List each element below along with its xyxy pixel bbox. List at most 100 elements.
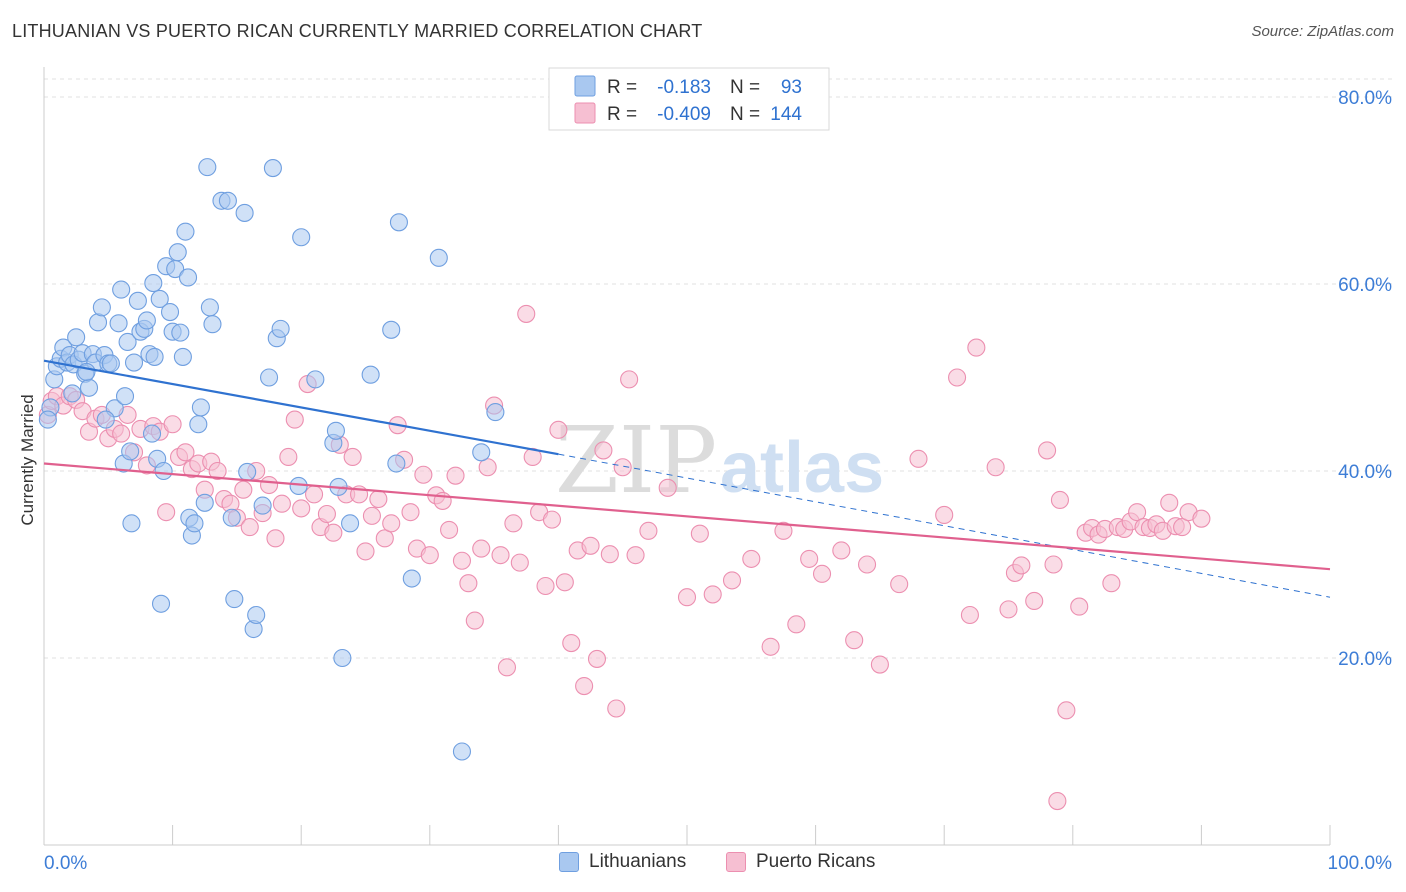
data-point: [465, 611, 484, 630]
data-point: [1128, 503, 1147, 522]
legend-r-value-1: -0.183: [657, 77, 711, 98]
data-point: [198, 158, 217, 177]
data-point: [1057, 701, 1076, 720]
legend-r-label-2: R =: [607, 104, 637, 125]
data-point: [639, 521, 658, 540]
data-point: [504, 514, 523, 533]
trend-line-extension: [558, 453, 1331, 598]
data-point: [92, 298, 111, 317]
data-point: [626, 546, 645, 565]
data-point: [115, 387, 135, 406]
data-point: [517, 304, 536, 323]
data-point: [440, 520, 459, 539]
data-point: [292, 228, 311, 247]
data-point: [163, 415, 182, 434]
data-point: [1025, 591, 1044, 611]
data-point: [343, 447, 362, 467]
data-point: [124, 353, 144, 372]
data-point: [549, 420, 568, 439]
data-point: [389, 213, 408, 232]
trend-lines: [43, 359, 1331, 598]
data-point: [857, 555, 877, 574]
data-point: [203, 315, 222, 334]
series-puerto-ricans: [38, 304, 1211, 811]
data-point: [870, 655, 889, 674]
legend-label-puerto-ricans: Puerto Ricans: [756, 851, 876, 872]
y-tick-label: 60.0%: [1338, 275, 1392, 296]
data-point: [96, 410, 115, 429]
data-point: [761, 637, 780, 656]
data-point: [542, 510, 562, 529]
data-point: [742, 549, 761, 568]
data-point: [356, 542, 375, 561]
data-point: [361, 365, 380, 384]
data-point: [562, 633, 581, 653]
data-point: [279, 447, 298, 467]
data-point: [935, 505, 954, 524]
data-point: [317, 504, 336, 524]
legend-swatch-lithuanians: [574, 75, 596, 97]
data-point: [362, 506, 381, 525]
data-point: [195, 493, 214, 512]
data-point: [168, 243, 187, 262]
data-point: [459, 574, 478, 593]
legend-item-lithuanians[interactable]: Lithuanians: [559, 851, 686, 873]
y-axis-label: Currently Married: [18, 394, 37, 525]
data-point: [414, 465, 433, 484]
data-point: [200, 298, 219, 317]
data-point: [38, 410, 57, 429]
data-point: [967, 338, 986, 357]
data-point: [222, 508, 241, 527]
data-point: [185, 514, 204, 533]
data-point: [160, 302, 180, 322]
data-point: [536, 576, 555, 596]
data-point: [176, 443, 195, 462]
data-point: [154, 461, 173, 481]
data-point: [333, 648, 352, 668]
data-point: [305, 485, 324, 504]
data-point: [948, 368, 967, 387]
data-point: [178, 268, 198, 287]
data-point: [157, 503, 176, 522]
data-point: [324, 523, 343, 542]
data-point: [79, 378, 99, 397]
watermark-zip: ZIP: [555, 407, 717, 514]
data-point: [478, 458, 497, 477]
trend-line: [43, 462, 1331, 571]
data-point: [774, 521, 793, 540]
data-point: [587, 649, 607, 668]
data-point: [240, 518, 259, 537]
data-point: [382, 514, 401, 533]
data-point: [510, 553, 529, 572]
data-point: [845, 631, 864, 650]
data-point: [369, 489, 388, 509]
data-points: [38, 158, 1211, 811]
watermark: ZIP atlas: [555, 407, 884, 514]
data-point: [306, 370, 325, 389]
legend-n-value-2: 144: [770, 104, 802, 125]
trend-line: [43, 359, 559, 456]
data-point: [118, 332, 137, 352]
data-point: [253, 496, 272, 515]
data-point: [986, 458, 1005, 477]
data-point: [375, 529, 394, 548]
data-point: [607, 699, 626, 718]
data-point: [285, 410, 304, 429]
data-point: [238, 462, 257, 481]
legend-n-label-1: N =: [730, 77, 760, 98]
bottom-legend: Lithuanians Puerto Ricans: [0, 851, 1406, 879]
legend-item-puerto-ricans[interactable]: Puerto Ricans: [726, 851, 875, 873]
data-point: [1044, 555, 1063, 574]
data-point: [472, 539, 491, 558]
data-point: [960, 605, 979, 625]
data-point: [402, 569, 421, 588]
legend-swatch-puerto-ricans: [574, 102, 596, 124]
legend-r-value-2: -0.409: [657, 104, 711, 125]
data-point: [446, 466, 465, 485]
data-point: [800, 549, 819, 568]
data-point: [472, 443, 491, 462]
data-point: [1173, 518, 1192, 537]
data-point: [128, 291, 147, 310]
data-point: [1160, 493, 1179, 512]
